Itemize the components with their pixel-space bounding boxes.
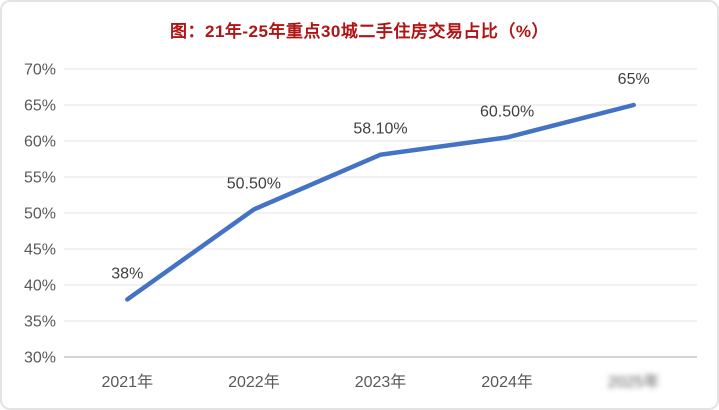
x-axis-label-redacted: 2025年	[608, 373, 660, 391]
y-tick-label: 40%	[24, 278, 56, 295]
x-axis-label: 2023年	[355, 373, 407, 391]
series-group	[125, 102, 636, 302]
y-tick-label: 50%	[24, 206, 56, 223]
x-axis-label: 2024年	[481, 373, 533, 391]
axis-labels-group: 30% 35% 40% 45% 50% 55% 60% 65% 70% 2021年 2022年 202…	[24, 62, 660, 392]
data-point-label: 50.50%	[227, 175, 281, 192]
chart-title: 图：21年-25年重点30城二手住房交易占比（%）	[169, 22, 549, 41]
data-point-label: 65%	[618, 71, 650, 88]
y-tick-label: 60%	[24, 134, 56, 151]
y-tick-label: 30%	[24, 350, 56, 367]
y-tick-label: 35%	[24, 314, 56, 331]
x-axis-label: 2021年	[101, 373, 153, 391]
y-tick-label: 55%	[24, 170, 56, 187]
series-line	[125, 102, 636, 302]
data-labels-group: 38% 50.50% 58.10% 60.50% 65%	[111, 71, 649, 282]
y-tick-label: 65%	[24, 98, 56, 115]
x-axis-label: 2022年	[228, 373, 280, 391]
data-point-label: 58.10%	[353, 121, 407, 138]
y-tick-label: 70%	[24, 62, 56, 79]
data-point-label: 38%	[111, 265, 143, 282]
data-point-label: 60.50%	[480, 103, 534, 120]
gridlines-group	[64, 68, 697, 358]
y-tick-label: 45%	[24, 242, 56, 259]
